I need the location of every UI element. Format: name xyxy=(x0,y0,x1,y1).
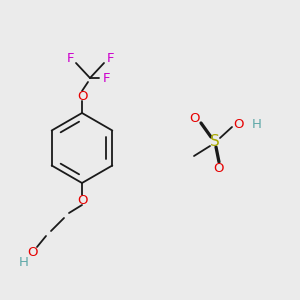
Text: O: O xyxy=(234,118,244,130)
Text: H: H xyxy=(19,256,29,269)
Text: F: F xyxy=(66,52,74,64)
Text: F: F xyxy=(106,52,114,64)
Text: O: O xyxy=(190,112,200,124)
Text: O: O xyxy=(77,89,87,103)
Text: O: O xyxy=(77,194,87,206)
Text: S: S xyxy=(210,134,220,149)
Text: H: H xyxy=(252,118,262,130)
Text: O: O xyxy=(214,161,224,175)
Text: O: O xyxy=(27,245,37,259)
Text: F: F xyxy=(102,71,110,85)
